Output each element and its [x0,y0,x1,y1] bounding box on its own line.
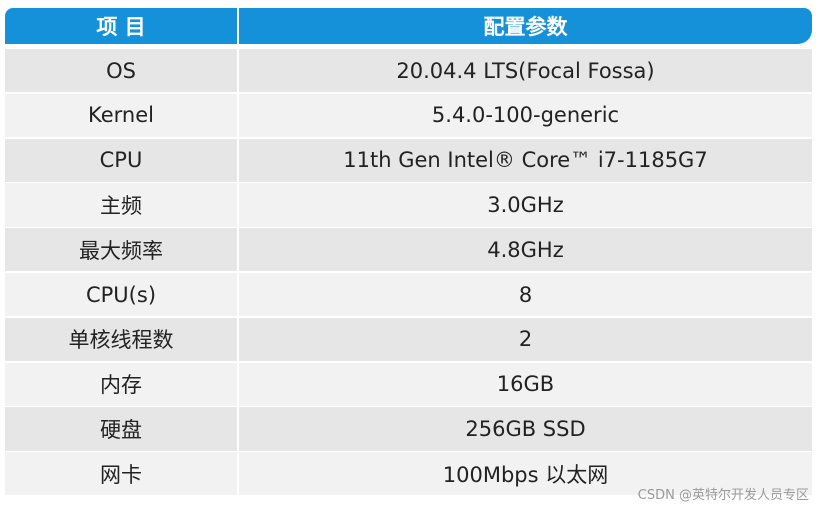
row-label: OS [5,49,237,93]
row-value: 5.4.0-100-generic [239,93,812,138]
row-value: 11th Gen Intel® Core™ i7-1185G7 [239,138,812,182]
row-value: 16GB [239,362,812,406]
row-label: 内存 [5,362,237,406]
watermark: CSDN @英特尔开发人员专区 [637,488,809,503]
row-label: 网卡 [5,452,237,496]
row-label: 主频 [5,183,237,227]
header-cell: 配置参数 [239,8,812,44]
row-value: 256GB SSD [239,407,812,451]
row-label: 单核线程数 [5,317,237,362]
row-label: CPU [5,138,237,182]
row-value: 20.04.4 LTS(Focal Fossa) [239,49,812,93]
row-label: Kernel [5,93,237,138]
row-label: 硬盘 [5,407,237,451]
row-value: 8 [239,273,812,317]
row-value: 3.0GHz [239,183,812,227]
row-value: 4.8GHz [239,228,812,272]
row-value: 2 [239,317,812,362]
header-cell: 项 目 [5,8,237,44]
row-label: CPU(s) [5,273,237,317]
row-label: 最大频率 [5,228,237,272]
row-value: 100Mbps 以太网 [239,452,812,496]
